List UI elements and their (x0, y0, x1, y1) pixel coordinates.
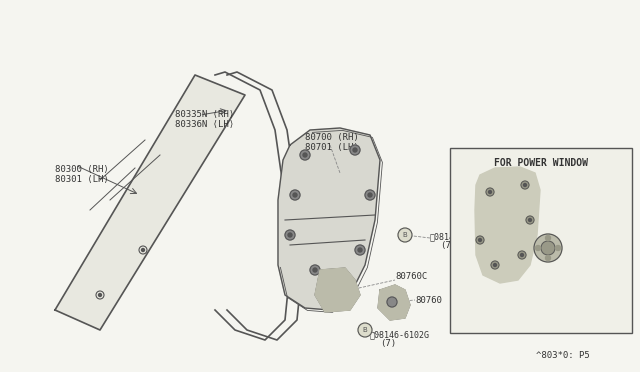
Circle shape (303, 153, 307, 157)
Text: ^803*0: P5: ^803*0: P5 (536, 351, 590, 360)
Circle shape (521, 181, 529, 189)
Circle shape (545, 256, 550, 260)
Text: 80760C: 80760C (395, 272, 428, 281)
Circle shape (353, 148, 357, 152)
Polygon shape (475, 167, 540, 283)
Circle shape (476, 236, 484, 244)
Circle shape (529, 218, 531, 221)
Circle shape (534, 234, 562, 262)
Circle shape (368, 193, 372, 197)
Circle shape (355, 245, 365, 255)
Circle shape (479, 238, 481, 241)
Circle shape (545, 235, 550, 241)
Circle shape (491, 261, 499, 269)
Text: (7): (7) (440, 241, 456, 250)
Circle shape (526, 216, 534, 224)
Polygon shape (55, 75, 245, 330)
Text: B: B (403, 232, 408, 238)
Text: 80701 (LH): 80701 (LH) (305, 143, 359, 152)
Text: 80701+A (LH>: 80701+A (LH> (470, 168, 534, 177)
Text: 80700 (RH): 80700 (RH) (305, 133, 359, 142)
Text: FOR POWER WINDOW: FOR POWER WINDOW (494, 158, 588, 168)
Circle shape (285, 230, 295, 240)
Circle shape (556, 246, 561, 250)
Text: 80730 (RH>: 80730 (RH> (475, 285, 529, 294)
Circle shape (488, 190, 492, 193)
Circle shape (141, 248, 145, 251)
Circle shape (398, 228, 412, 242)
Circle shape (290, 190, 300, 200)
Circle shape (358, 248, 362, 252)
Text: 80731 (LH>: 80731 (LH> (475, 294, 529, 303)
Circle shape (387, 297, 397, 307)
Polygon shape (378, 285, 410, 320)
Text: 80301 ⟨LH⟩: 80301 ⟨LH⟩ (55, 175, 109, 184)
Circle shape (493, 263, 497, 266)
Circle shape (358, 323, 372, 337)
Text: 80300 ⟨RH⟩: 80300 ⟨RH⟩ (55, 165, 109, 174)
Circle shape (310, 265, 320, 275)
Circle shape (518, 251, 526, 259)
Circle shape (536, 246, 541, 250)
Circle shape (520, 253, 524, 257)
Circle shape (350, 145, 360, 155)
Text: 80335N ⟨RH⟩: 80335N ⟨RH⟩ (175, 110, 234, 119)
Circle shape (99, 294, 102, 296)
FancyBboxPatch shape (450, 148, 632, 333)
Text: (7): (7) (380, 339, 396, 348)
Circle shape (541, 241, 555, 255)
Text: Ⓑ08146-6102G: Ⓑ08146-6102G (370, 330, 430, 339)
Text: 80700+A(RH>: 80700+A(RH> (470, 159, 529, 168)
Polygon shape (315, 268, 360, 312)
Text: 80336N ⟨LH⟩: 80336N ⟨LH⟩ (175, 120, 234, 129)
Polygon shape (278, 128, 380, 310)
Circle shape (293, 193, 297, 197)
Circle shape (486, 188, 494, 196)
Text: Ⓑ08146-6102G: Ⓑ08146-6102G (430, 232, 490, 241)
Text: 80760: 80760 (415, 296, 442, 305)
Circle shape (524, 183, 527, 186)
Circle shape (313, 268, 317, 272)
Circle shape (300, 150, 310, 160)
Text: B: B (363, 327, 367, 333)
Circle shape (365, 190, 375, 200)
Circle shape (288, 233, 292, 237)
